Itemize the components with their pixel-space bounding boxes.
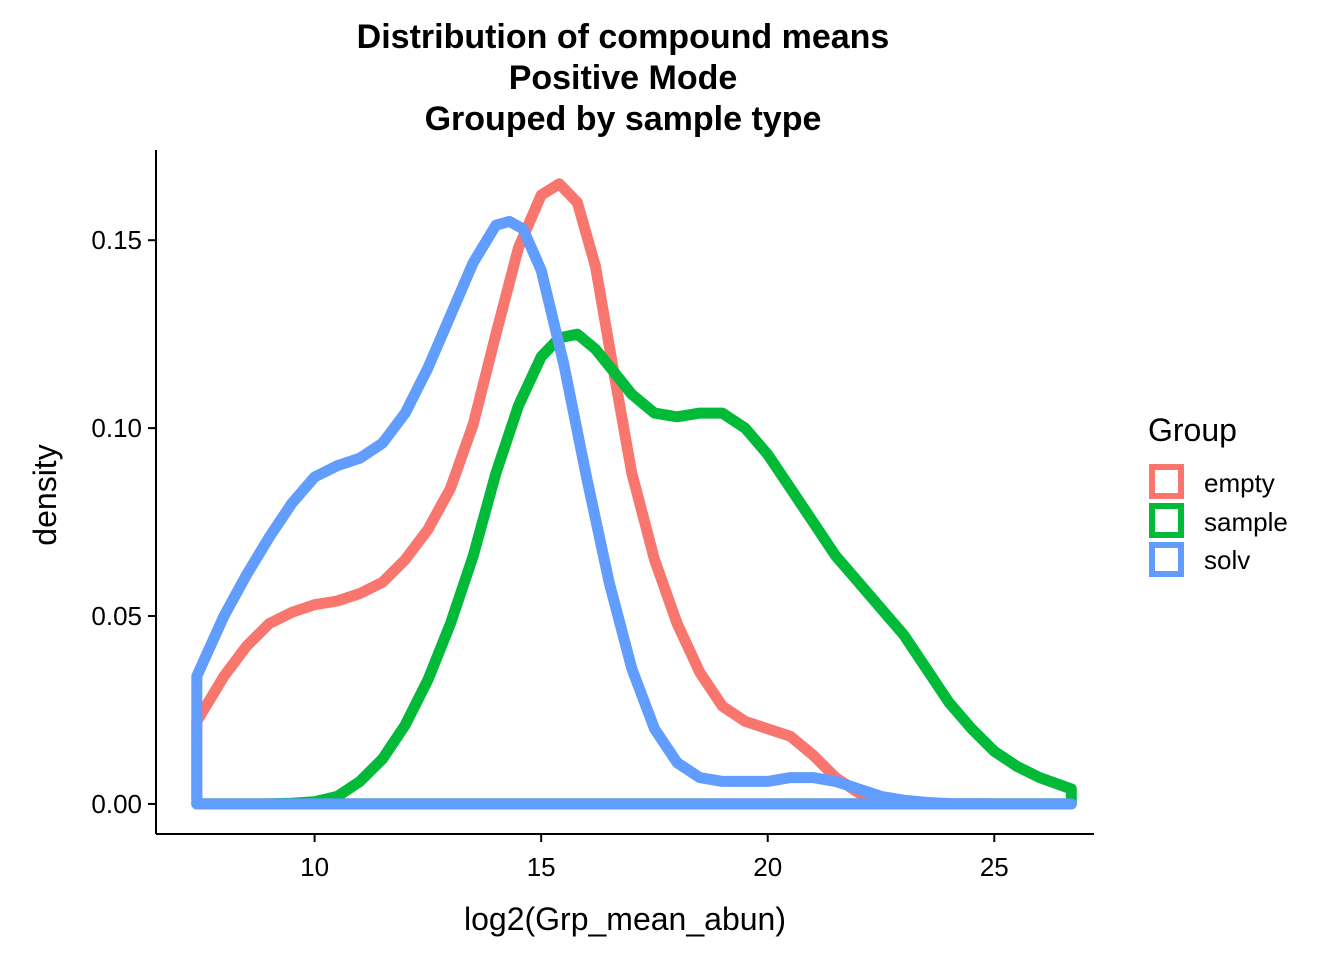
y-tick-label: 0.00 [91,789,142,819]
y-tick-label: 0.05 [91,601,142,631]
legend-label-empty: empty [1204,468,1275,498]
plot-area: 10 15 20 25 0.00 0.05 0.10 0.15 [91,150,1094,882]
legend-key-empty [1149,464,1184,499]
series-line-sample [191,328,1077,810]
legend-key-solv [1149,542,1184,577]
series-line-empty [191,178,1077,810]
chart-title: Distribution of compound means Positive … [357,18,890,138]
legend-item-solv: solv [1149,542,1250,577]
legend-key-sample [1149,503,1184,538]
chart-title-line-3: Grouped by sample type [425,100,822,138]
x-axis-ticks: 10 15 20 25 [300,834,1009,882]
legend-item-sample: sample [1149,503,1288,538]
legend-label-solv: solv [1204,545,1250,575]
y-tick-label: 0.10 [91,413,142,443]
x-tick-label: 25 [980,852,1009,882]
chart-title-line-1: Distribution of compound means [357,18,890,56]
y-tick-label: 0.15 [91,225,142,255]
series-line-solv [191,215,1077,810]
x-tick-label: 15 [527,852,556,882]
legend: Group empty sample solv [1148,412,1288,577]
x-axis-title: log2(Grp_mean_abun) [464,901,786,937]
y-axis-ticks: 0.00 0.05 0.10 0.15 [91,225,156,819]
x-tick-label: 10 [300,852,329,882]
y-axis-title: density [27,444,63,545]
chart-title-line-2: Positive Mode [509,59,738,97]
x-tick-label: 20 [753,852,782,882]
series-layer [191,178,1077,810]
legend-item-empty: empty [1149,464,1275,499]
legend-label-sample: sample [1204,507,1288,537]
legend-title: Group [1148,412,1237,448]
